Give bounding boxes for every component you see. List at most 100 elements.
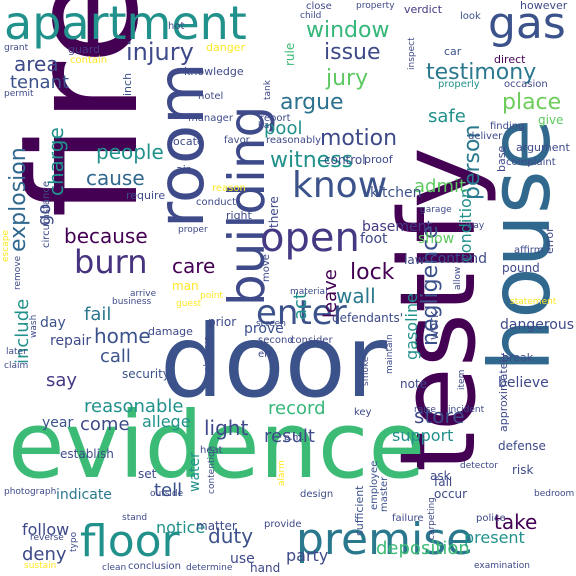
word: deliver [468,131,503,142]
word: guard [68,43,101,56]
word: basement [362,219,432,235]
word: design [300,489,334,500]
word: verdict [404,3,443,16]
word: detector [460,461,498,471]
word: apartment [4,0,247,50]
word: because [64,224,148,248]
word: approximately [497,352,510,432]
word: matter [196,519,237,533]
word: inspect [407,37,417,70]
word: bedroom [534,489,575,499]
word: error [543,227,556,254]
word: follow [22,520,70,539]
word: proper [178,225,208,235]
word: cause [86,166,145,190]
word: business [112,297,152,307]
word: there [267,196,281,228]
word: people [96,140,164,164]
word: examination [474,561,530,571]
word: explosion [6,147,31,252]
word: deny [22,544,67,565]
word: man [172,279,199,293]
word: safe [428,106,466,127]
word: testimony [426,60,537,85]
word: air [176,163,191,176]
word: party [286,546,329,565]
word: window [306,18,390,43]
word: year [42,415,74,431]
word: present [464,528,525,547]
word: arrive [130,289,157,299]
word: care [172,254,216,278]
word: contain [70,55,108,66]
word: door [160,303,387,420]
word: right [226,209,252,222]
word: allow [453,266,463,290]
word: circumstance [41,181,52,248]
word: repair [50,333,92,349]
word: note [400,377,428,391]
word: proof [364,153,393,166]
word: carpeting [427,497,437,540]
word: permit [4,89,34,99]
word: p.m. [284,433,305,443]
word: statement [510,297,557,307]
word: fail [84,304,112,325]
word: wall [336,284,376,308]
word: gasoline [402,293,421,360]
word: bar [258,121,273,131]
word: way [466,221,485,231]
word: argue [280,90,344,115]
word: area [14,52,59,76]
word: child [300,11,322,21]
word: contend [430,251,487,267]
word: hand [250,561,281,575]
word: risk [512,463,534,477]
word: consider [290,335,333,346]
word: item [457,369,467,390]
word: home [94,324,151,348]
word: raise [414,405,436,415]
word: photograph [4,487,57,497]
word: tank [263,80,273,100]
word: smoke [361,356,371,386]
word: set [138,467,157,481]
word: incident [448,405,485,415]
word: law [404,253,425,267]
word: witness [270,148,354,173]
word: favor [224,135,250,146]
word: alarm [277,460,287,486]
word: duty [208,524,254,548]
word: jury [326,66,369,91]
word: fall [434,475,453,489]
word: provide [264,519,302,530]
word: material [290,287,328,297]
word: police [476,513,506,524]
word: master [379,476,390,512]
word: reasonable [84,396,184,417]
word: sustain [24,561,57,571]
word: direct [494,53,526,66]
word: determine [186,563,233,573]
word: sufficient [353,485,366,537]
word: stand [122,513,148,523]
word: guest [176,299,202,309]
word: allege [142,412,191,431]
word: enter [256,293,347,333]
word: failure [392,513,424,524]
word: use [230,551,255,567]
word: notice [156,518,206,537]
word: come [80,414,130,435]
word: know [292,165,388,206]
word: water [187,452,203,492]
word: damage [148,325,193,338]
word: however [520,0,568,12]
word: prove [244,321,284,337]
word: take [494,510,538,534]
word: establish [60,447,114,461]
word: issue [324,40,381,65]
word: close [306,1,332,12]
word: later [6,347,27,357]
word: security [122,367,170,381]
word: grant [4,43,29,53]
